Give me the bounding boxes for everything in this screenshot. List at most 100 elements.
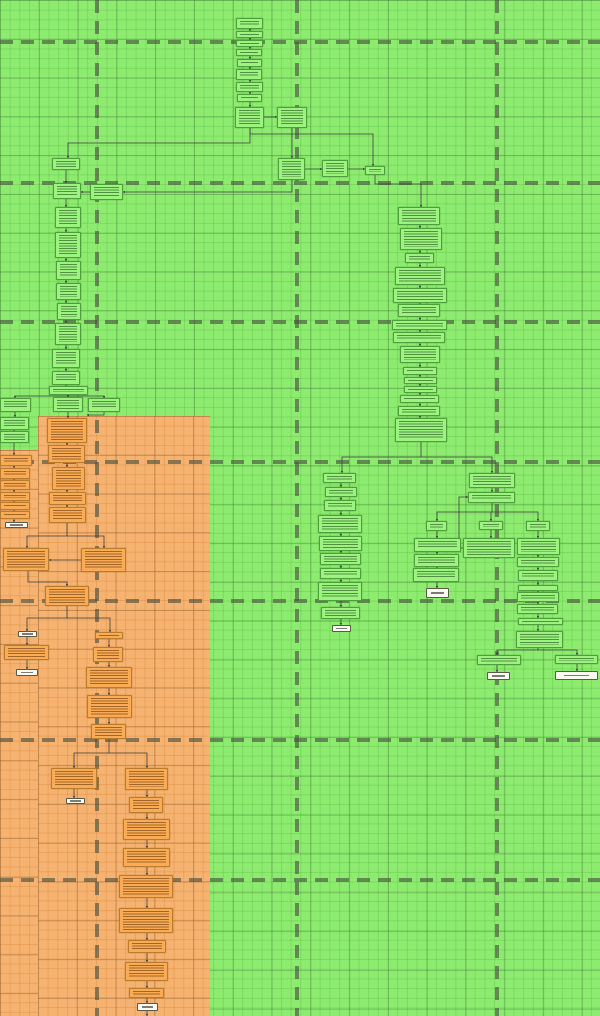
flowchart-node-green-process-box[interactable]: [57, 303, 81, 320]
flowchart-node-green-process-box[interactable]: [55, 207, 81, 228]
flowchart-node-green-process-box[interactable]: [318, 515, 362, 533]
flowchart-node-terminal-box[interactable]: [18, 631, 37, 637]
flowchart-node-green-process-box[interactable]: [395, 267, 445, 285]
flowchart-node-green-process-box[interactable]: [324, 500, 356, 511]
flowchart-node-orange-process-box[interactable]: [125, 768, 168, 790]
flowchart-node-orange-process-box[interactable]: [86, 667, 132, 688]
flowchart-node-green-process-box[interactable]: [236, 69, 262, 80]
flowchart-node-green-process-box[interactable]: [325, 487, 357, 497]
flowchart-node-green-process-box[interactable]: [236, 31, 263, 38]
flowchart-node-green-process-box[interactable]: [517, 557, 559, 567]
flowchart-node-green-process-box[interactable]: [516, 631, 563, 648]
flowchart-node-green-process-box[interactable]: [403, 367, 437, 375]
flowchart-node-green-process-box[interactable]: [88, 398, 120, 412]
flowchart-node-green-process-box[interactable]: [400, 395, 439, 403]
flowchart-node-green-process-box[interactable]: [479, 521, 503, 530]
flowchart-node-orange-process-box[interactable]: [87, 695, 132, 718]
flowchart-node-terminal-box[interactable]: [137, 1003, 158, 1011]
flowchart-node-green-process-box[interactable]: [319, 536, 362, 551]
flowchart-node-orange-process-box[interactable]: [93, 647, 123, 662]
flowchart-node-orange-process-box[interactable]: [123, 819, 170, 840]
flowchart-node-orange-process-box[interactable]: [0, 468, 30, 479]
flowchart-node-green-process-box[interactable]: [55, 232, 81, 258]
flowchart-node-green-process-box[interactable]: [56, 261, 81, 280]
flowchart-node-green-process-box[interactable]: [278, 158, 305, 180]
flowchart-node-green-process-box[interactable]: [0, 431, 29, 443]
flowchart-node-green-process-box[interactable]: [517, 538, 560, 555]
flowchart-node-terminal-box[interactable]: [66, 798, 85, 804]
flowchart-node-green-process-box[interactable]: [53, 397, 83, 412]
flowchart-node-green-process-box[interactable]: [365, 166, 385, 175]
flowchart-node-green-process-box[interactable]: [52, 371, 80, 385]
flowchart-node-orange-process-box[interactable]: [49, 492, 86, 505]
flowchart-node-green-process-box[interactable]: [398, 406, 440, 416]
flowchart-node-green-process-box[interactable]: [398, 304, 440, 317]
flowchart-node-green-process-box[interactable]: [555, 655, 598, 664]
flowchart-node-green-process-box[interactable]: [56, 283, 81, 300]
flowchart-node-green-process-box[interactable]: [398, 207, 440, 225]
flowchart-node-green-process-box[interactable]: [236, 82, 263, 92]
flowchart-node-green-process-box[interactable]: [318, 582, 362, 601]
flowchart-node-green-process-box[interactable]: [236, 18, 263, 29]
flowchart-node-orange-process-box[interactable]: [47, 418, 87, 443]
flowchart-node-terminal-box[interactable]: [5, 522, 28, 528]
flowchart-node-green-process-box[interactable]: [0, 417, 29, 430]
flowchart-node-orange-process-box[interactable]: [119, 875, 173, 898]
flowchart-node-orange-process-box[interactable]: [0, 511, 30, 519]
flowchart-node-green-process-box[interactable]: [323, 473, 356, 483]
flowchart-node-green-process-box[interactable]: [404, 386, 437, 393]
flowchart-node-green-process-box[interactable]: [414, 538, 461, 552]
flowchart-node-green-process-box[interactable]: [393, 332, 445, 343]
flowchart-node-green-process-box[interactable]: [393, 288, 447, 303]
flowchart-node-green-process-box[interactable]: [322, 160, 348, 177]
flowchart-node-green-process-box[interactable]: [526, 521, 550, 531]
flowchart-node-green-process-box[interactable]: [236, 49, 262, 56]
flowchart-node-orange-process-box[interactable]: [125, 962, 168, 981]
flowchart-node-green-process-box[interactable]: [320, 568, 361, 579]
flowchart-node-green-process-box[interactable]: [235, 107, 264, 128]
flowchart-node-orange-process-box[interactable]: [51, 768, 97, 789]
flowchart-node-terminal-box[interactable]: [16, 669, 38, 676]
flowchart-node-green-process-box[interactable]: [517, 592, 559, 602]
flowchart-node-green-process-box[interactable]: [518, 585, 558, 591]
flowchart-node-terminal-box[interactable]: [332, 625, 351, 632]
flowchart-node-terminal-box[interactable]: [487, 672, 510, 680]
flowchart-node-green-process-box[interactable]: [518, 570, 558, 581]
flowchart-node-green-process-box[interactable]: [236, 40, 263, 47]
flowchart-node-green-process-box[interactable]: [477, 655, 521, 665]
flowchart-node-green-process-box[interactable]: [468, 492, 515, 503]
flowchart-node-orange-process-box[interactable]: [0, 480, 30, 490]
flowchart-node-green-process-box[interactable]: [395, 418, 447, 442]
flowchart-node-green-process-box[interactable]: [49, 386, 88, 395]
flowchart-node-terminal-box[interactable]: [555, 671, 598, 680]
flowchart-node-orange-process-box[interactable]: [119, 908, 173, 933]
flowchart-node-green-process-box[interactable]: [320, 553, 361, 565]
flowchart-node-green-process-box[interactable]: [463, 538, 515, 558]
flowchart-node-green-process-box[interactable]: [518, 618, 563, 625]
flowchart-node-terminal-box[interactable]: [426, 588, 449, 598]
flowchart-node-orange-process-box[interactable]: [4, 645, 49, 660]
flowchart-node-orange-process-box[interactable]: [48, 445, 85, 463]
flowchart-node-orange-process-box[interactable]: [45, 586, 89, 606]
flowchart-node-green-process-box[interactable]: [426, 521, 447, 531]
flowchart-node-green-process-box[interactable]: [413, 568, 459, 582]
flowchart-node-green-process-box[interactable]: [321, 607, 360, 619]
flowchart-node-green-process-box[interactable]: [90, 184, 123, 200]
flowchart-node-orange-process-box[interactable]: [3, 548, 49, 571]
flowchart-node-orange-process-box[interactable]: [0, 455, 32, 466]
flowchart-node-green-process-box[interactable]: [0, 398, 31, 412]
flowchart-node-orange-process-box[interactable]: [52, 467, 85, 490]
flowchart-node-orange-process-box[interactable]: [0, 502, 30, 510]
flowchart-node-green-process-box[interactable]: [237, 94, 262, 102]
flowchart-node-orange-process-box[interactable]: [129, 988, 164, 998]
flowchart-node-green-process-box[interactable]: [517, 604, 558, 614]
flowchart-node-orange-process-box[interactable]: [81, 548, 126, 572]
flowchart-node-green-process-box[interactable]: [400, 228, 442, 250]
flowchart-node-orange-process-box[interactable]: [49, 507, 86, 523]
flowchart-node-green-process-box[interactable]: [405, 253, 434, 263]
flowchart-node-green-process-box[interactable]: [400, 346, 440, 363]
flowchart-node-orange-process-box[interactable]: [123, 848, 170, 867]
flowchart-node-green-process-box[interactable]: [469, 473, 515, 488]
flowchart-node-orange-process-box[interactable]: [128, 940, 166, 953]
